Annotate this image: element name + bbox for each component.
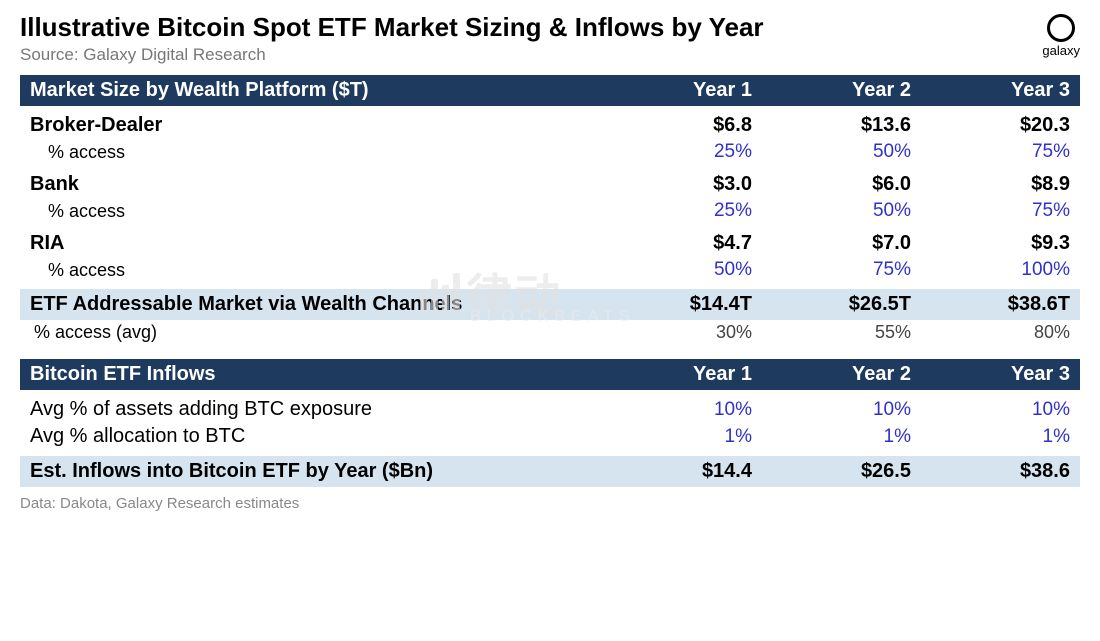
table-header-row: Bitcoin ETF Inflows Year 1 Year 2 Year 3 — [20, 359, 1080, 390]
cell: $20.3 — [921, 112, 1080, 139]
cell: 50% — [762, 139, 921, 165]
avg-access-label: % access (avg) — [20, 320, 603, 345]
access-label: % access — [20, 257, 603, 283]
cell: 1% — [603, 423, 762, 450]
logo-circle-icon — [1047, 14, 1075, 42]
cell: $38.6 — [921, 456, 1080, 487]
cell: 25% — [603, 198, 762, 224]
logo-text: galaxy — [1042, 43, 1080, 58]
cell: 80% — [921, 320, 1080, 345]
cell: $13.6 — [762, 112, 921, 139]
cell: 100% — [921, 257, 1080, 283]
cell: 1% — [762, 423, 921, 450]
row-label: Avg % of assets adding BTC exposure — [20, 396, 603, 423]
cell: 75% — [921, 139, 1080, 165]
cell: $38.6T — [921, 289, 1080, 320]
summary-label: Est. Inflows into Bitcoin ETF by Year ($… — [20, 456, 603, 487]
table1-title: Market Size by Wealth Platform ($T) — [20, 75, 603, 106]
row-label: Broker-Dealer — [20, 112, 603, 139]
footer-text: Data: Dakota, Galaxy Research estimates — [20, 495, 1080, 512]
cell: $8.9 — [921, 171, 1080, 198]
cell: 25% — [603, 139, 762, 165]
inflows-table: Bitcoin ETF Inflows Year 1 Year 2 Year 3… — [20, 359, 1080, 487]
cell: $4.7 — [603, 230, 762, 257]
summary-row: ETF Addressable Market via Wealth Channe… — [20, 289, 1080, 320]
col-year1: Year 1 — [603, 359, 762, 390]
table-row: Bank $3.0 $6.0 $8.9 — [20, 171, 1080, 198]
col-year3: Year 3 — [921, 359, 1080, 390]
access-label: % access — [20, 198, 603, 224]
market-size-table: Market Size by Wealth Platform ($T) Year… — [20, 75, 1080, 345]
col-year3: Year 3 — [921, 75, 1080, 106]
cell: 10% — [921, 396, 1080, 423]
access-label: % access — [20, 139, 603, 165]
page-title: Illustrative Bitcoin Spot ETF Market Siz… — [20, 12, 1042, 43]
cell: $14.4 — [603, 456, 762, 487]
cell: 10% — [762, 396, 921, 423]
cell: $26.5T — [762, 289, 921, 320]
cell: 50% — [762, 198, 921, 224]
table-row: Broker-Dealer $6.8 $13.6 $20.3 — [20, 112, 1080, 139]
table-row: Avg % of assets adding BTC exposure 10% … — [20, 396, 1080, 423]
cell: 10% — [603, 396, 762, 423]
cell: 75% — [762, 257, 921, 283]
row-label: Bank — [20, 171, 603, 198]
table-row: RIA $4.7 $7.0 $9.3 — [20, 230, 1080, 257]
row-label: RIA — [20, 230, 603, 257]
col-year2: Year 2 — [762, 75, 921, 106]
table-header-row: Market Size by Wealth Platform ($T) Year… — [20, 75, 1080, 106]
cell: $6.0 — [762, 171, 921, 198]
row-label: Avg % allocation to BTC — [20, 423, 603, 450]
source-label: Source: Galaxy Digital Research — [20, 45, 1042, 65]
cell: $9.3 — [921, 230, 1080, 257]
table-row: % access 50% 75% 100% — [20, 257, 1080, 283]
col-year1: Year 1 — [603, 75, 762, 106]
cell: $6.8 — [603, 112, 762, 139]
summary-label: ETF Addressable Market via Wealth Channe… — [20, 289, 603, 320]
cell: 1% — [921, 423, 1080, 450]
table-row: % access 25% 50% 75% — [20, 198, 1080, 224]
cell: $7.0 — [762, 230, 921, 257]
col-year2: Year 2 — [762, 359, 921, 390]
cell: $3.0 — [603, 171, 762, 198]
galaxy-logo: galaxy — [1042, 14, 1080, 58]
cell: 55% — [762, 320, 921, 345]
avg-access-row: % access (avg) 30% 55% 80% — [20, 320, 1080, 345]
summary-row: Est. Inflows into Bitcoin ETF by Year ($… — [20, 456, 1080, 487]
cell: $26.5 — [762, 456, 921, 487]
table-row: % access 25% 50% 75% — [20, 139, 1080, 165]
header: Illustrative Bitcoin Spot ETF Market Siz… — [20, 12, 1080, 65]
table2-title: Bitcoin ETF Inflows — [20, 359, 603, 390]
cell: 50% — [603, 257, 762, 283]
cell: 75% — [921, 198, 1080, 224]
cell: $14.4T — [603, 289, 762, 320]
cell: 30% — [603, 320, 762, 345]
table-row: Avg % allocation to BTC 1% 1% 1% — [20, 423, 1080, 450]
